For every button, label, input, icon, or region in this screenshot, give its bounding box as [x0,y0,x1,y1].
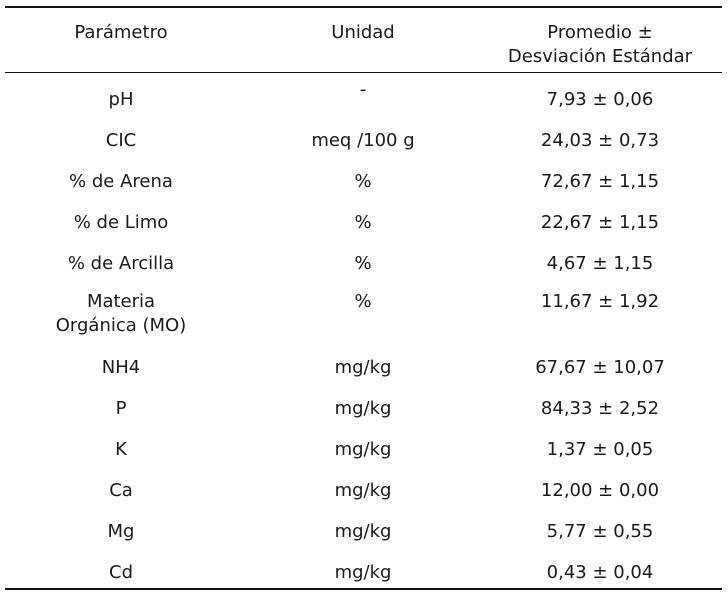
parameter-cell: Mg [107,521,135,542]
unit-cell: - [359,79,367,100]
parameter-cell: CIC [105,130,137,151]
value-cell: 67,67 ± 10,07 [535,357,665,378]
unit-cell: mg/kg [334,480,392,501]
unit-cell: mg/kg [334,562,392,583]
parameter-cell: P [115,398,127,419]
unit-cell: mg/kg [334,521,392,542]
parameter-cell: pH [108,89,134,110]
value-cell: 84,33 ± 2,52 [540,398,660,419]
value-cell: 1,37 ± 0,05 [546,439,654,460]
value-cell: 7,93 ± 0,06 [546,89,654,110]
parameter-cell: Cd [109,562,133,583]
unit-cell: meq /100 g [311,130,415,151]
parameter-cell: Materia Orgánica (MO) [55,291,187,336]
unit-cell: mg/kg [334,357,392,378]
parameter-cell: % de Limo [73,212,169,233]
value-cell: 0,43 ± 0,04 [546,562,654,583]
parameter-cell: % de Arena [69,171,173,192]
value-cell: 72,67 ± 1,15 [540,171,660,192]
parameter-cell: % de Arcilla [67,253,175,274]
header-rule [5,72,722,73]
parameter-cell: NH4 [101,357,141,378]
value-cell: 5,77 ± 0,55 [546,521,654,542]
value-cell: 4,67 ± 1,15 [546,253,654,274]
header-promedio: Promedio ± Desviación Estándar [507,22,693,67]
value-cell: 12,00 ± 0,00 [540,480,660,501]
value-cell: 24,03 ± 0,73 [540,130,660,151]
header-parametro: Parámetro [74,22,168,43]
unit-cell: % [354,171,372,192]
top-rule [5,6,722,8]
value-cell: 11,67 ± 1,92 [540,291,660,312]
unit-cell: % [354,291,372,312]
unit-cell: mg/kg [334,439,392,460]
unit-cell: mg/kg [334,398,392,419]
bottom-rule [5,588,722,590]
parameter-cell: Ca [109,480,133,501]
unit-cell: % [354,212,372,233]
value-cell: 22,67 ± 1,15 [540,212,660,233]
unit-cell: % [354,253,372,274]
parameter-cell: K [115,439,127,460]
header-unidad: Unidad [331,22,395,43]
